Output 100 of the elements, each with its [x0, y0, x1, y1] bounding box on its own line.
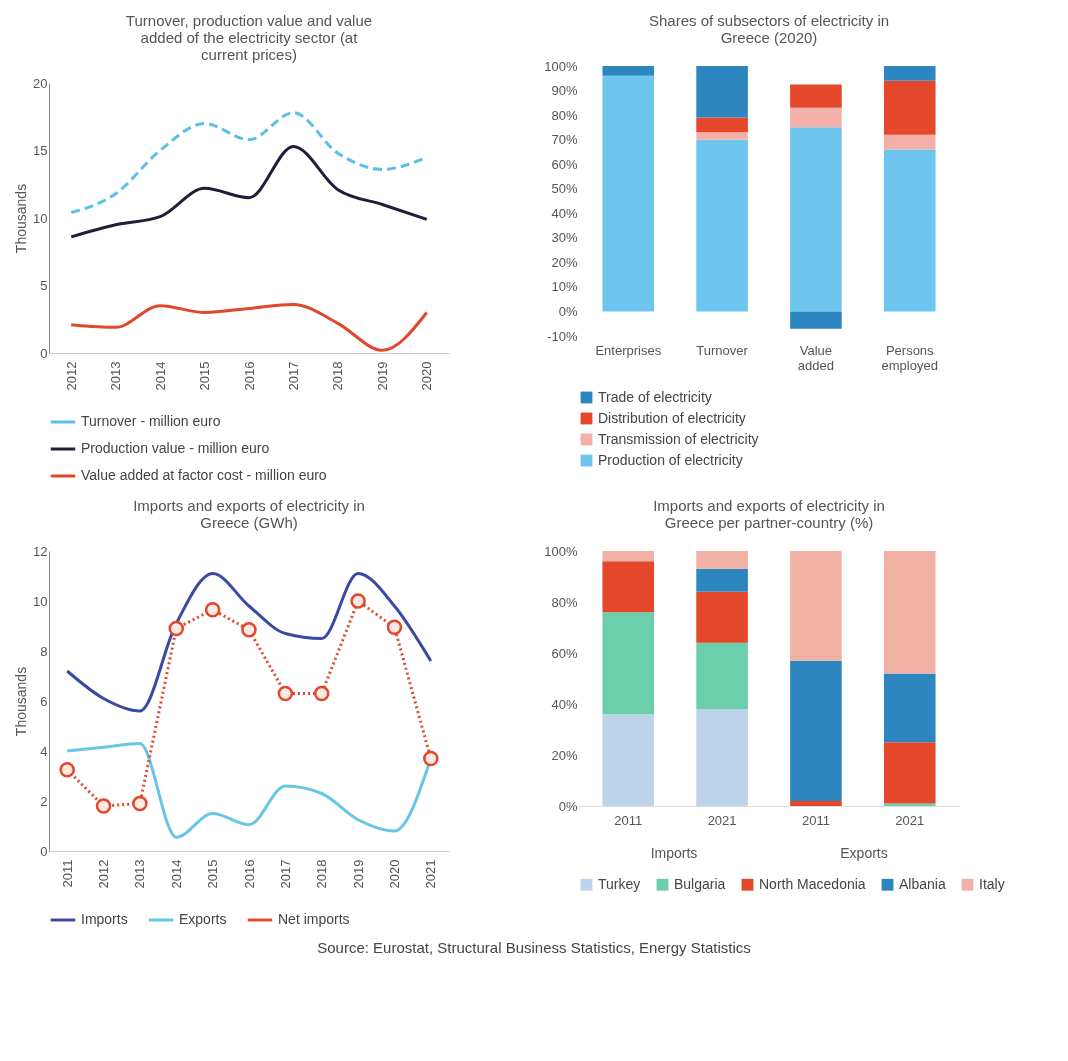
y-tick-label: 0: [40, 345, 48, 361]
y-tick-label: 100%: [544, 58, 578, 74]
bar: [696, 568, 748, 592]
legend-label: Exports: [179, 911, 227, 927]
x-tick-label: 2016: [241, 859, 257, 889]
y-tick-label: 60%: [551, 645, 578, 661]
point: [313, 685, 330, 702]
line-series: [69, 144, 429, 239]
x-tick-label: 2013: [108, 361, 124, 391]
y-tick-label: -10%: [547, 328, 578, 344]
x-tick-label: 2017: [285, 361, 301, 391]
legend-label: Turnover - million euro: [81, 413, 221, 429]
point: [277, 685, 294, 702]
text: Imports: [650, 845, 698, 861]
x-tick-label: 2016: [241, 361, 257, 391]
bar: [790, 127, 842, 312]
y-tick-label: 20%: [551, 747, 578, 763]
y-tick-label: 12: [33, 543, 48, 559]
legend-label: Turkey: [598, 875, 641, 892]
bar: [790, 551, 842, 661]
point: [423, 750, 439, 767]
bar: [696, 139, 748, 312]
y-tick-label: 0: [40, 843, 48, 859]
x-tick-label: 2011: [59, 859, 75, 888]
x-tick-label: 2012: [96, 859, 112, 889]
point: [132, 795, 148, 812]
bar: [883, 66, 936, 81]
legend-label: Italy: [979, 875, 1005, 892]
y-tick-label: 80%: [551, 594, 578, 610]
line-series: [69, 302, 429, 352]
text: Exports: [840, 845, 888, 861]
y-tick-label: 90%: [551, 83, 578, 99]
bar: [602, 75, 655, 312]
y-tick-label: 4: [40, 743, 48, 759]
x-tick-label: 2019: [350, 859, 366, 889]
line-series: [65, 572, 433, 713]
legend-label: Albania: [899, 875, 946, 892]
bar: [696, 709, 748, 806]
chart-title: Imports and exports of electricity in Greece (GWh): [133, 497, 365, 531]
chart-title: Turnover, production value and value added of the electricity sector (at current prices): [125, 12, 373, 63]
x-tick-label: 2014: [168, 859, 184, 889]
bar: [602, 551, 655, 562]
y-tick-label: 40%: [551, 205, 578, 221]
legend-label: North Macedonia: [759, 875, 866, 892]
x-tick-label: 2020: [419, 361, 435, 391]
bar: [883, 80, 936, 135]
chart-title: Shares of subsectors of electricity in Greece (2020): [648, 12, 890, 46]
bar: [790, 800, 842, 806]
bar: [696, 591, 748, 643]
point: [168, 620, 185, 637]
bar: [602, 66, 655, 76]
legend-label: Net imports: [278, 911, 350, 927]
bar: [883, 149, 936, 312]
y-tick-label: 10: [33, 210, 48, 226]
point: [59, 761, 75, 778]
y-tick-label: 20%: [551, 254, 578, 270]
x-tick-label: 2021: [895, 812, 925, 828]
x-tick-label: 2021: [707, 812, 737, 828]
x-tick-label: 2015: [205, 859, 221, 889]
bar: [883, 742, 936, 804]
x-tick-label: Turnover: [696, 342, 749, 358]
x-tick-label: 2014: [152, 361, 168, 391]
point: [386, 619, 403, 636]
source-note: Source: Eurostat, Structural Business Statistics, Energy Statistics: [316, 939, 752, 956]
point: [204, 601, 221, 618]
x-tick-label: 2019: [374, 361, 390, 391]
bar: [696, 551, 748, 569]
point: [241, 621, 257, 638]
bar: [790, 107, 842, 128]
y-tick-label: 10%: [551, 279, 578, 295]
bar: [602, 612, 655, 715]
x-tick-label: 2015: [197, 361, 213, 391]
bar: [883, 551, 936, 674]
y-tick-label: 20: [33, 75, 48, 91]
legend-label: Production of electricity: [598, 451, 743, 468]
x-tick-label: 2011: [801, 812, 830, 828]
x-tick-label: Value added: [797, 342, 834, 373]
x-tick-label: 2020: [386, 859, 402, 889]
y-tick-label: 6: [40, 693, 48, 709]
legend-label: Transmission of electricity: [598, 430, 759, 447]
legend-label: Imports: [81, 911, 128, 927]
point: [95, 798, 112, 814]
bar: [790, 311, 842, 329]
x-tick-label: 2013: [132, 859, 148, 889]
bar: [696, 117, 748, 133]
x-tick-label: 2012: [63, 361, 79, 391]
legend-label: Production value - million euro: [81, 440, 270, 456]
y-tick-label: 70%: [551, 132, 578, 148]
x-tick-label: 2011: [614, 812, 643, 828]
legend-label: Value added at factor cost - million euro: [81, 467, 327, 483]
y-tick-label: 8: [40, 643, 48, 659]
bar: [883, 803, 936, 806]
chart-title: Imports and exports of electricity in Greece per partner-country (%): [653, 497, 885, 531]
bar: [696, 132, 748, 140]
bar: [883, 134, 936, 150]
bar: [696, 642, 748, 710]
y-tick-label: 60%: [551, 156, 578, 172]
bar: [790, 660, 842, 801]
y-tick-label: 100%: [544, 543, 578, 559]
x-tick-label: 2018: [314, 859, 330, 889]
